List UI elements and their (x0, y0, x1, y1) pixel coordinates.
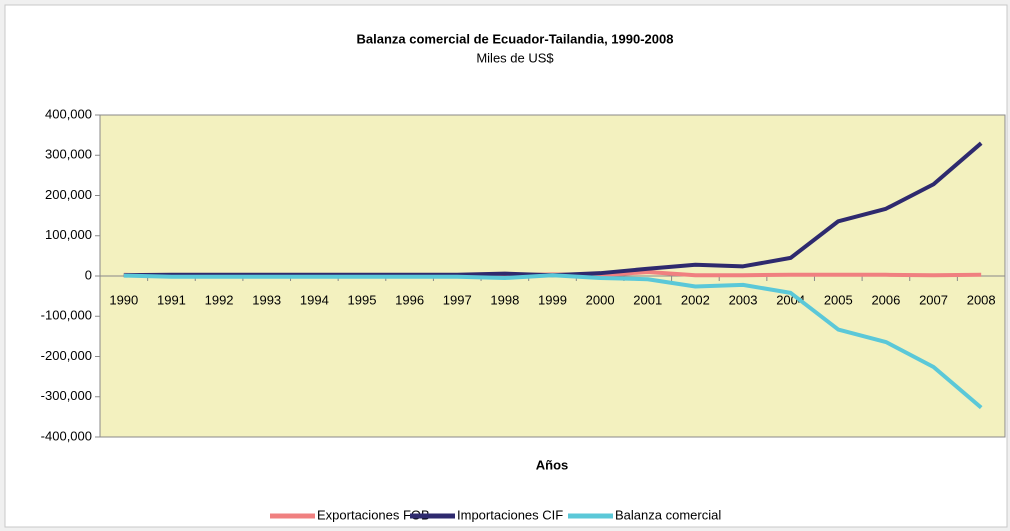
legend-label: Balanza comercial (615, 507, 721, 522)
x-tick-label: 1994 (300, 292, 329, 307)
legend-label: Exportaciones FOB (317, 507, 430, 522)
y-tick-label: 100,000 (45, 227, 92, 242)
x-tick-label: 2007 (919, 292, 948, 307)
legend-label: Importaciones CIF (457, 507, 563, 522)
x-tick-label: 2001 (633, 292, 662, 307)
y-tick-label: 0 (85, 267, 92, 282)
x-axis-title: Años (536, 457, 569, 472)
chart-subtitle: Miles de US$ (476, 50, 554, 65)
series-line (123, 273, 983, 410)
x-tick-label: 2000 (586, 292, 615, 307)
x-tick-label: 2006 (871, 292, 900, 307)
x-tick-label: 1998 (490, 292, 519, 307)
x-tick-label: 1992 (205, 292, 234, 307)
x-tick-label: 1991 (157, 292, 186, 307)
x-tick-label: 2005 (824, 292, 853, 307)
y-tick-label: -300,000 (41, 388, 92, 403)
chart-title: Balanza comercial de Ecuador-Tailandia, … (357, 31, 674, 46)
x-tick-label: 1990 (109, 292, 138, 307)
x-tick-label: 1995 (348, 292, 377, 307)
y-tick-label: -400,000 (41, 428, 92, 443)
y-tick-label: -100,000 (41, 308, 92, 323)
x-tick-label: 2008 (967, 292, 996, 307)
y-tick-label: 400,000 (45, 106, 92, 121)
x-tick-label: 1999 (538, 292, 567, 307)
x-tick-label: 1997 (443, 292, 472, 307)
x-tick-label: 1996 (395, 292, 424, 307)
x-tick-label: 1993 (252, 292, 281, 307)
x-tick-label: 2003 (729, 292, 758, 307)
x-tick-label: 2002 (681, 292, 710, 307)
y-tick-label: -200,000 (41, 348, 92, 363)
y-tick-label: 200,000 (45, 187, 92, 202)
y-tick-label: 300,000 (45, 147, 92, 162)
